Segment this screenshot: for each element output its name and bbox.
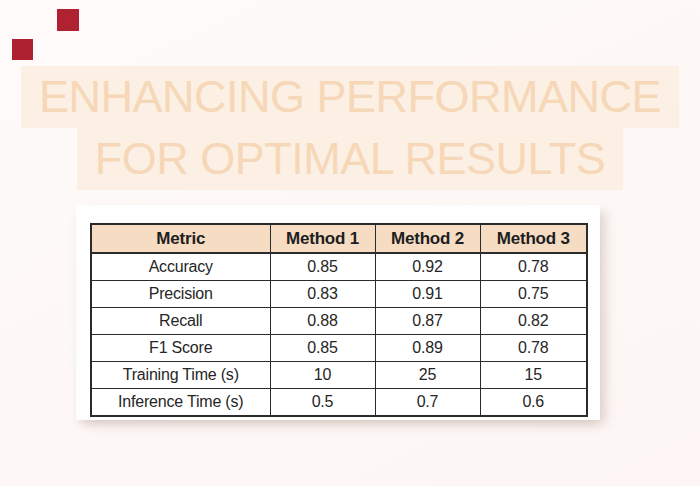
metric-value-cell: 0.7 [375,389,480,417]
table-header-row: MetricMethod 1Method 2Method 3 [91,224,587,253]
decor-square-icon [12,39,33,60]
metric-value-cell: 0.87 [375,308,480,335]
column-header: Method 3 [480,224,587,253]
page-title-line-2: FOR OPTIMAL RESULTS [77,128,624,190]
column-header: Metric [91,224,270,253]
template-preview: ENHANCING PERFORMANCE FOR OPTIMAL RESULT… [0,0,700,486]
metric-name-cell: F1 Score [91,335,270,362]
page: { "page": { "background": "#fdf8f7" }, "… [0,0,700,486]
table-card: MetricMethod 1Method 2Method 3 Accuracy0… [76,205,600,420]
metric-value-cell: 0.82 [480,308,587,335]
metric-value-cell: 0.5 [270,389,375,417]
column-header: Method 2 [375,224,480,253]
metric-value-cell: 0.83 [270,281,375,308]
table-header: MetricMethod 1Method 2Method 3 [91,224,587,253]
metric-name-cell: Precision [91,281,270,308]
metric-value-cell: 0.85 [270,253,375,281]
table-row: Precision0.830.910.75 [91,281,587,308]
table-row: Inference Time (s)0.50.70.6 [91,389,587,417]
metric-name-cell: Training Time (s) [91,362,270,389]
metric-value-cell: 0.92 [375,253,480,281]
metric-value-cell: 0.91 [375,281,480,308]
table-row: Training Time (s)102515 [91,362,587,389]
column-header: Method 1 [270,224,375,253]
metric-value-cell: 0.78 [480,253,587,281]
metric-name-cell: Recall [91,308,270,335]
metric-value-cell: 0.78 [480,335,587,362]
metric-value-cell: 0.85 [270,335,375,362]
metric-value-cell: 0.6 [480,389,587,417]
metrics-table: MetricMethod 1Method 2Method 3 Accuracy0… [90,223,588,417]
metric-name-cell: Accuracy [91,253,270,281]
table-row: Accuracy0.850.920.78 [91,253,587,281]
metric-value-cell: 0.88 [270,308,375,335]
table-row: F1 Score0.850.890.78 [91,335,587,362]
table-row: Recall0.880.870.82 [91,308,587,335]
metric-value-cell: 0.75 [480,281,587,308]
metric-value-cell: 10 [270,362,375,389]
page-title: ENHANCING PERFORMANCE FOR OPTIMAL RESULT… [0,66,700,190]
metric-name-cell: Inference Time (s) [91,389,270,417]
table-body: Accuracy0.850.920.78Precision0.830.910.7… [91,253,587,416]
metric-value-cell: 15 [480,362,587,389]
decor-square-icon [57,9,79,31]
metric-value-cell: 25 [375,362,480,389]
page-title-line-1: ENHANCING PERFORMANCE [21,66,679,128]
metric-value-cell: 0.89 [375,335,480,362]
